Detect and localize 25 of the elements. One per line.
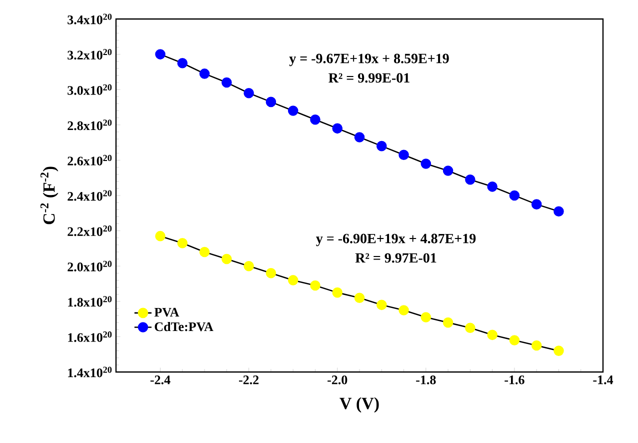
y-tick-label: 2.2x10$^{20}$ bbox=[68, 225, 112, 236]
annotation: R² = 9.97E-01 bbox=[355, 253, 436, 263]
annotation: y = -9.67E+19x + 8.59E+19 bbox=[289, 54, 449, 66]
y-tick-label: 1.8x10$^{20}$ bbox=[68, 296, 112, 307]
y-tick-label: 2.6x10$^{20}$ bbox=[68, 154, 112, 166]
y-axis-title: C$^{-2}$ (F$^{-2}$) bbox=[40, 166, 58, 224]
annotation: y = -6.90E+19x + 4.87E+19 bbox=[316, 234, 476, 246]
annotation: R² = 9.99E-01 bbox=[328, 73, 410, 83]
y-tick-label: 2.4x10$^{20}$ bbox=[68, 190, 112, 201]
x-tick-label: -1.6 bbox=[504, 376, 524, 384]
y-tick-label: 2.0x10$^{20}$ bbox=[68, 260, 112, 272]
y-tick-label: 3.0x10$^{20}$ bbox=[68, 84, 112, 95]
x-tick-label: -1.4 bbox=[593, 376, 614, 384]
y-tick-label: 3.2x10$^{20}$ bbox=[68, 48, 112, 60]
x-tick-label: -2.0 bbox=[328, 376, 348, 384]
y-tick-label: 2.8x10$^{20}$ bbox=[68, 120, 112, 130]
y-tick-label: 1.4x10$^{20}$ bbox=[68, 366, 112, 378]
x-tick-label: -2.4 bbox=[150, 376, 170, 384]
y-tick-label: 3.4x10$^{20}$ bbox=[68, 14, 112, 24]
legend-label: PVA bbox=[154, 308, 180, 317]
legend-label: CdTe:PVA bbox=[154, 322, 214, 332]
x-axis-title: V (V) bbox=[340, 397, 379, 413]
x-tick-label: -2.2 bbox=[239, 376, 259, 384]
y-tick-label: 1.6x10$^{20}$ bbox=[68, 331, 112, 342]
x-tick-label: -1.8 bbox=[416, 376, 436, 384]
